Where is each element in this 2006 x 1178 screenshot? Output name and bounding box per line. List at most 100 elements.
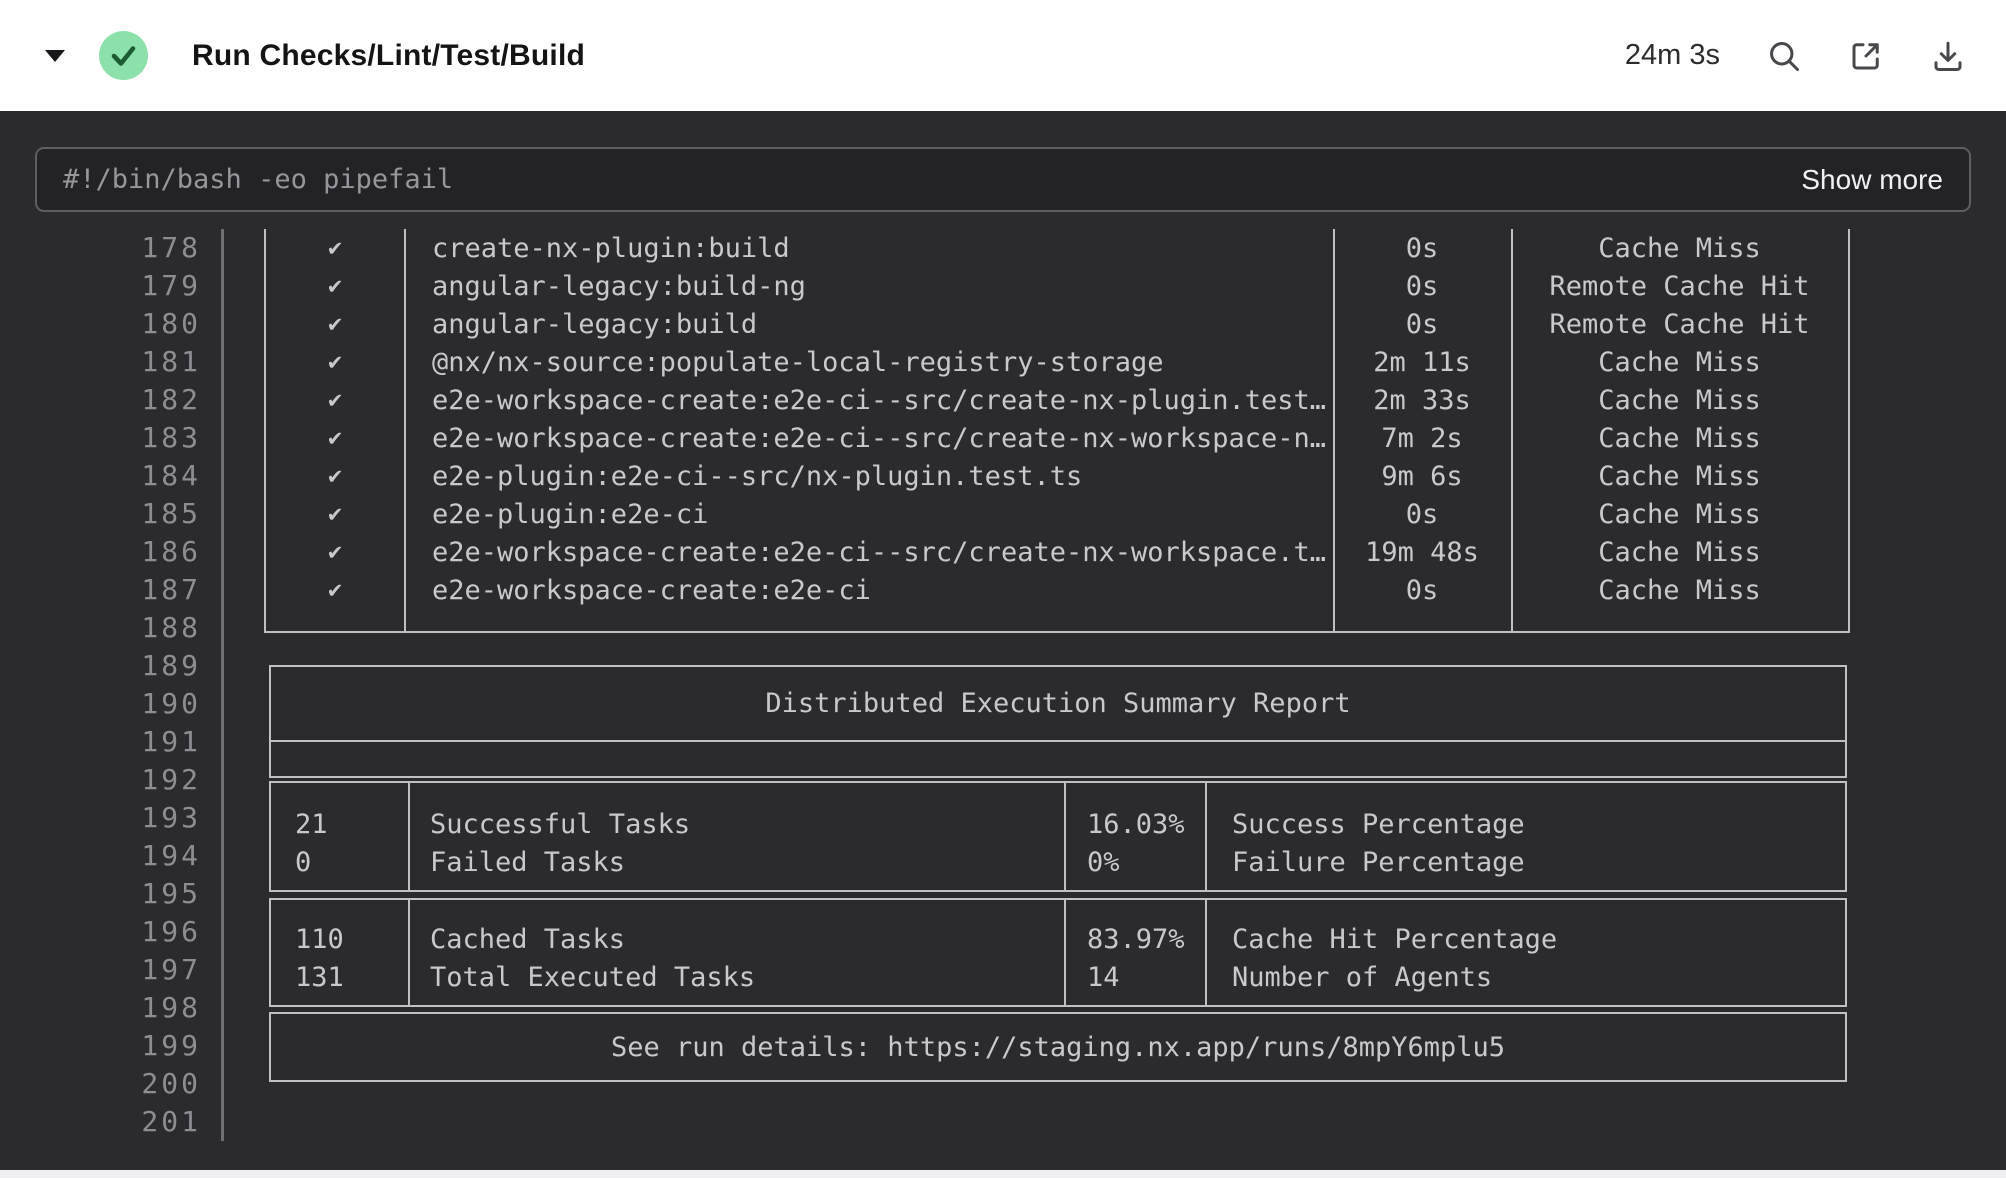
task-status-check-icon: ✔ xyxy=(328,235,342,261)
status-success-badge xyxy=(99,31,148,80)
line-number[interactable]: 190 xyxy=(141,687,201,720)
stat-percent-label: Number of Agents xyxy=(1232,961,1493,993)
line-number[interactable]: 198 xyxy=(141,991,201,1024)
step-title: Run Checks/Lint/Test/Build xyxy=(192,38,586,72)
task-time-cell: 0s xyxy=(1405,270,1439,302)
stat-percent-cell: 14 xyxy=(1087,961,1120,993)
task-results-table: ✔ create-nx-plugin:build 0s Cache Miss ✔ angu… xyxy=(264,229,1850,633)
step-duration: 24m 3s xyxy=(1624,39,1720,71)
stat-percent-label: Failure Percentage xyxy=(1232,846,1525,878)
log-output: 178 179 180 181 182 183 184 185 186 187 188 189 190 1… xyxy=(0,229,2006,1170)
line-number[interactable]: 183 xyxy=(141,421,201,454)
task-time-cell: 9m 6s xyxy=(1381,460,1463,492)
collapse-caret-icon[interactable] xyxy=(45,49,65,62)
line-number[interactable]: 186 xyxy=(141,535,201,568)
task-status-check-icon: ✔ xyxy=(328,387,342,413)
summary-title: Distributed Execution Summary Report xyxy=(765,688,1351,719)
task-status-check-icon: ✔ xyxy=(328,577,342,603)
stat-label-cell: Cached Tasks xyxy=(430,923,626,955)
task-time-cell: 2m 33s xyxy=(1373,384,1471,416)
task-cache-cell: Remote Cache Hit xyxy=(1549,308,1810,340)
stat-percent-cell: 83.97% xyxy=(1087,923,1185,955)
line-number[interactable]: 179 xyxy=(141,269,201,302)
command-bar[interactable]: #!/bin/bash -eo pipefail Show more xyxy=(35,147,1971,212)
task-cache-cell: Cache Miss xyxy=(1598,498,1761,530)
line-number[interactable]: 178 xyxy=(141,231,201,264)
task-status-check-icon: ✔ xyxy=(328,311,342,337)
task-cache-cell: Cache Miss xyxy=(1598,460,1761,492)
line-number[interactable]: 189 xyxy=(141,649,201,682)
line-number[interactable]: 181 xyxy=(141,345,201,378)
task-cache-cell: Remote Cache Hit xyxy=(1549,270,1810,302)
summary-empty-row xyxy=(271,742,1845,776)
task-time-cell: 0s xyxy=(1405,498,1439,530)
line-number[interactable]: 197 xyxy=(141,953,201,986)
stat-percent-label: Success Percentage xyxy=(1232,808,1525,840)
line-number[interactable]: 182 xyxy=(141,383,201,416)
task-name-cell: e2e-plugin:e2e-ci xyxy=(432,498,709,530)
task-cache-cell: Cache Miss xyxy=(1598,346,1761,378)
line-number[interactable]: 201 xyxy=(141,1105,201,1138)
stat-value-cell: 0 xyxy=(295,846,312,878)
log-panel: #!/bin/bash -eo pipefail Show more 178 17… xyxy=(0,111,2006,1178)
task-status-check-icon: ✔ xyxy=(328,349,342,375)
stat-value-cell: 131 xyxy=(295,961,344,993)
task-name-cell: e2e-workspace-create:e2e-ci--src/create-… xyxy=(432,384,1327,416)
table-divider xyxy=(1333,229,1335,631)
search-icon[interactable] xyxy=(1766,38,1802,74)
run-details-box: See run details: https://staging.nx.app/… xyxy=(269,1012,1847,1082)
download-icon[interactable] xyxy=(1930,38,1966,74)
table-divider xyxy=(1511,229,1513,631)
task-name-cell: e2e-plugin:e2e-ci--src/nx-plugin.test.ts xyxy=(432,460,1083,492)
line-number[interactable]: 195 xyxy=(141,877,201,910)
task-status-check-icon: ✔ xyxy=(328,463,342,489)
line-number[interactable]: 193 xyxy=(141,801,201,834)
show-more-button[interactable]: Show more xyxy=(1801,163,1943,195)
line-number[interactable]: 191 xyxy=(141,725,201,758)
log-content: ✔ create-nx-plugin:build 0s Cache Miss ✔ angu… xyxy=(224,229,2006,1170)
table-divider xyxy=(1064,783,1066,890)
line-number[interactable]: 184 xyxy=(141,459,201,492)
task-name-cell: e2e-workspace-create:e2e-ci xyxy=(432,574,871,606)
task-cache-cell: Cache Miss xyxy=(1598,536,1761,568)
line-number-gutter: 178 179 180 181 182 183 184 185 186 187 188 189 190 1… xyxy=(0,229,224,1141)
table-divider xyxy=(408,900,410,1005)
task-time-cell: 7m 2s xyxy=(1381,422,1463,454)
shell-command-text: #!/bin/bash -eo pipefail xyxy=(63,164,454,195)
task-name-cell: angular-legacy:build xyxy=(432,308,758,340)
stat-label-cell: Total Executed Tasks xyxy=(430,961,756,993)
line-number[interactable]: 200 xyxy=(141,1067,201,1100)
line-number[interactable]: 199 xyxy=(141,1029,201,1062)
step-header: Run Checks/Lint/Test/Build 24m 3s xyxy=(0,0,2006,111)
line-number[interactable]: 192 xyxy=(141,763,201,796)
table-divider xyxy=(404,229,406,631)
task-time-cell: 0s xyxy=(1405,574,1439,606)
task-name-cell: create-nx-plugin:build xyxy=(432,232,790,264)
run-details-link[interactable]: See run details: https://staging.nx.app/… xyxy=(610,1031,1506,1063)
stats-rows: 21 Successful Tasks 16.03% Success Percenta… xyxy=(271,783,1845,881)
check-icon xyxy=(111,46,136,66)
task-cache-cell: Cache Miss xyxy=(1598,422,1761,454)
summary-title-box: Distributed Execution Summary Report xyxy=(269,665,1847,778)
line-number[interactable]: 188 xyxy=(141,611,201,644)
stat-label-cell: Failed Tasks xyxy=(430,846,626,878)
task-cache-cell: Cache Miss xyxy=(1598,232,1761,264)
task-cache-cell: Cache Miss xyxy=(1598,384,1761,416)
task-cache-cell: Cache Miss xyxy=(1598,574,1761,606)
stat-percent-cell: 16.03% xyxy=(1087,808,1185,840)
task-time-cell: 0s xyxy=(1405,308,1439,340)
line-number[interactable]: 194 xyxy=(141,839,201,872)
task-status-check-icon: ✔ xyxy=(328,273,342,299)
open-external-icon[interactable] xyxy=(1848,38,1884,74)
stat-percent-label: Cache Hit Percentage xyxy=(1232,923,1558,955)
line-number[interactable]: 180 xyxy=(141,307,201,340)
stat-value-cell: 110 xyxy=(295,923,344,955)
summary-stats-box-1: 21 Successful Tasks 16.03% Success Percenta… xyxy=(269,781,1847,892)
line-number[interactable]: 185 xyxy=(141,497,201,530)
task-time-cell: 2m 11s xyxy=(1373,346,1471,378)
task-name-cell: angular-legacy:build-ng xyxy=(432,270,806,302)
task-time-cell: 19m 48s xyxy=(1365,536,1479,568)
summary-stats-box-2: 110 Cached Tasks 83.97% Cache Hit Percentag… xyxy=(269,898,1847,1007)
line-number[interactable]: 196 xyxy=(141,915,201,948)
line-number[interactable]: 187 xyxy=(141,573,201,606)
